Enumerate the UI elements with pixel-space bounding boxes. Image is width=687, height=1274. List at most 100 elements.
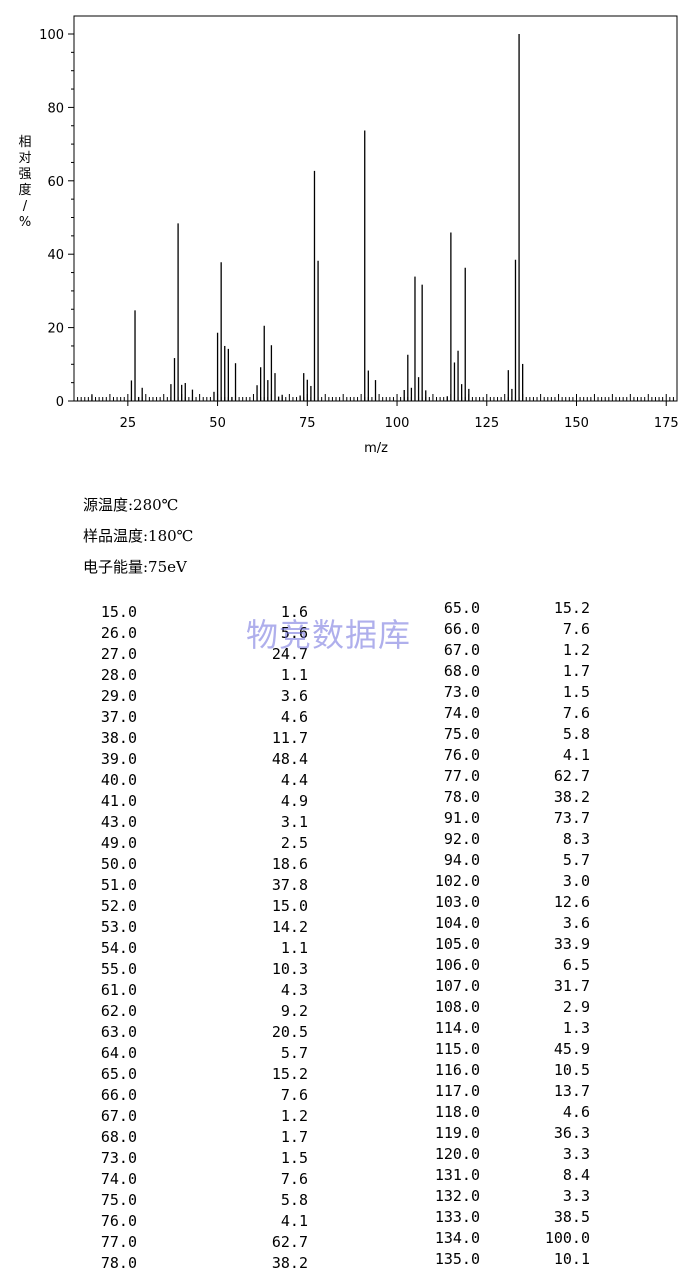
peak-mz: 68.0 [443, 662, 480, 680]
peak-mz: 133.0 [434, 1208, 480, 1226]
peak-mz: 66.0 [443, 620, 480, 638]
peak-intensity: 2.9 [562, 998, 590, 1016]
peak-intensity: 3.0 [562, 872, 590, 890]
peak-mz: 66.0 [100, 1086, 137, 1104]
peak-mz: 78.0 [443, 788, 480, 806]
peak-mz: 108.0 [434, 998, 480, 1016]
peak-intensity: 37.8 [271, 876, 308, 894]
peak-intensity: 4.6 [280, 708, 308, 726]
peak-intensity: 1.7 [562, 662, 590, 680]
peak-intensity: 3.6 [280, 687, 308, 705]
peak-intensity: 1.5 [280, 1149, 308, 1167]
peak-mz: 52.0 [100, 897, 137, 915]
source-temperature: 源温度:280℃ [83, 496, 179, 514]
x-axis-label: m/z [364, 441, 388, 456]
y-axis-label-char: / [23, 199, 28, 214]
peak-mz: 117.0 [434, 1082, 480, 1100]
peak-intensity: 4.6 [562, 1103, 590, 1121]
peak-mz: 27.0 [100, 645, 137, 663]
y-tick-label: 0 [56, 395, 64, 410]
y-tick-label: 40 [47, 248, 64, 263]
x-tick-label: 150 [564, 416, 589, 431]
peak-mz: 26.0 [100, 624, 137, 642]
peak-mz: 119.0 [434, 1124, 480, 1142]
peak-intensity: 33.9 [553, 935, 590, 953]
peak-mz: 67.0 [443, 641, 480, 659]
peak-intensity: 1.3 [562, 1019, 590, 1037]
peak-mz: 135.0 [434, 1250, 480, 1268]
x-tick-label: 75 [299, 416, 316, 431]
peak-mz: 37.0 [100, 708, 137, 726]
y-axis-label-char: % [19, 215, 31, 230]
peak-intensity: 18.6 [271, 855, 308, 873]
peak-mz: 77.0 [100, 1233, 137, 1251]
peak-mz: 73.0 [443, 683, 480, 701]
x-axis-ticks: 25 50 75 100 125 150 175 [120, 401, 679, 431]
peak-intensity: 62.7 [553, 767, 590, 785]
peak-mz: 29.0 [100, 687, 137, 705]
peak-mz: 41.0 [100, 792, 137, 810]
peak-mz: 116.0 [434, 1061, 480, 1079]
peak-intensity: 1.5 [562, 683, 590, 701]
mass-spectrum-chart: 0 20 40 60 80 100 25 50 75 100 125 150 175 m/z 相对强度… [18, 15, 679, 456]
peak-intensity: 4.1 [280, 1212, 308, 1230]
peak-intensity: 10.1 [553, 1250, 590, 1268]
peak-mz: 103.0 [434, 893, 480, 911]
x-tick-label: 125 [474, 416, 499, 431]
peak-intensity: 1.2 [562, 641, 590, 659]
peak-intensity: 10.3 [271, 960, 308, 978]
peak-intensity: 38.2 [271, 1254, 308, 1272]
peak-intensity: 5.6 [280, 624, 308, 642]
peak-intensity: 12.6 [553, 893, 590, 911]
peak-intensity: 1.2 [280, 1107, 308, 1125]
peak-intensity: 7.6 [280, 1086, 308, 1104]
peak-intensity: 13.7 [553, 1082, 590, 1100]
peak-intensity: 3.1 [280, 813, 308, 831]
peak-intensity: 14.2 [271, 918, 308, 936]
sample-temperature: 样品温度:180℃ [83, 527, 194, 545]
peak-intensity: 38.2 [553, 788, 590, 806]
x-tick-label: 50 [209, 416, 226, 431]
peak-mz: 106.0 [434, 956, 480, 974]
peak-intensity: 5.8 [280, 1191, 308, 1209]
peak-intensity: 5.7 [280, 1044, 308, 1062]
peak-mz: 114.0 [434, 1019, 480, 1037]
peak-mz: 68.0 [100, 1128, 137, 1146]
peak-intensity: 48.4 [271, 750, 308, 768]
peak-mz: 51.0 [100, 876, 137, 894]
peak-intensity: 4.9 [280, 792, 308, 810]
peak-intensity: 10.5 [553, 1061, 590, 1079]
peak-mz: 39.0 [100, 750, 137, 768]
peak-mz: 67.0 [100, 1107, 137, 1125]
y-axis-label-char: 对 [18, 151, 31, 166]
peak-mz: 65.0 [443, 599, 480, 617]
peak-intensity: 9.2 [280, 1002, 308, 1020]
peak-intensity: 45.9 [553, 1040, 590, 1058]
peak-mz: 107.0 [434, 977, 480, 995]
peak-intensity: 2.5 [280, 834, 308, 852]
peak-intensity: 8.3 [562, 830, 590, 848]
peak-mz: 94.0 [443, 851, 480, 869]
peak-intensity: 7.6 [280, 1170, 308, 1188]
peak-intensity: 36.3 [553, 1124, 590, 1142]
peak-mz: 74.0 [100, 1170, 137, 1188]
peak-mz: 78.0 [100, 1254, 137, 1272]
peak-intensity: 7.6 [562, 704, 590, 722]
peak-intensity: 1.1 [280, 666, 308, 684]
peak-mz: 118.0 [434, 1103, 480, 1121]
peak-mz: 104.0 [434, 914, 480, 932]
peak-mz: 38.0 [100, 729, 137, 747]
peak-mz: 65.0 [100, 1065, 137, 1083]
peak-intensity: 6.5 [562, 956, 590, 974]
peak-intensity: 4.3 [280, 981, 308, 999]
peak-intensity: 15.0 [271, 897, 308, 915]
peak-mz: 134.0 [434, 1229, 480, 1247]
plot-frame [73, 15, 678, 402]
peak-intensity: 3.6 [562, 914, 590, 932]
peak-intensity: 20.5 [271, 1023, 308, 1041]
y-axis-ticks: 0 20 40 60 80 100 [39, 28, 74, 410]
y-tick-label: 20 [47, 322, 64, 337]
peak-mz: 28.0 [100, 666, 137, 684]
peak-mz: 91.0 [443, 809, 480, 827]
peak-mz: 50.0 [100, 855, 137, 873]
